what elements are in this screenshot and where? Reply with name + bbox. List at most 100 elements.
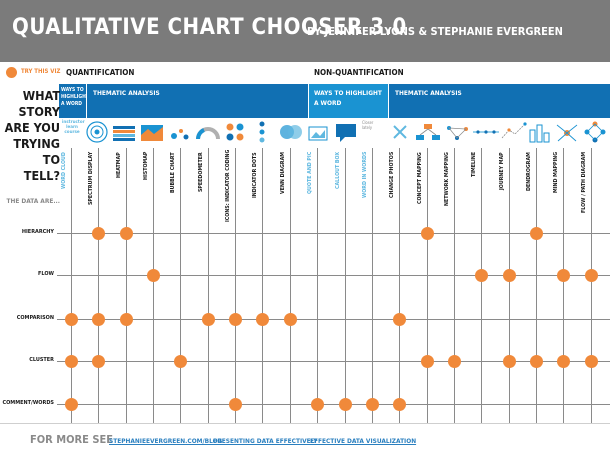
column-line [208,148,209,423]
column-label-text: CONCEPT MAPPING [417,152,423,204]
row-line [57,319,610,320]
callout-box-icon [336,124,356,142]
data-are-label: THE DATA ARE... [6,197,60,205]
try-this-legend: TRY THIS VIZ [6,67,64,80]
column-line [262,148,263,423]
column-label: SPECTRUM DISPLAY [88,152,98,222]
row-label: CLUSTER [29,357,54,363]
story-line: TELL? [23,168,60,183]
row-line [57,233,610,234]
recommendation-dot [530,227,543,240]
column-label-text: TIMELINE [471,152,477,178]
row-line [57,275,610,276]
column-label: CALLOUT BOX [335,152,345,222]
column-label-text: NETWORK MAPPING [444,152,450,206]
recommendation-dot [92,313,105,326]
recommendation-dot [92,227,105,240]
non-quantification-heading: NON-QUANTIFICATION [314,68,404,77]
column-line [509,148,510,423]
recommendation-dot [120,313,133,326]
quantification-heading: QUANTIFICATION [66,68,135,77]
word-cloud-icon: instructor learn course [62,120,85,135]
band-ways-quant: WAYS TO HIGHLIGHT A WORD [59,84,89,118]
band-ways-nonquant: WAYS TO HIGHLIGHT A WORD [309,84,388,118]
band-thematic-nonquant-label: THEMATIC ANALYSIS [395,89,462,97]
column-label: CHANGE PHOTOS [389,152,399,222]
recommendation-dot [503,355,516,368]
recommendation-dot [65,355,78,368]
column-line [536,148,537,423]
title-bar: QUALITATIVE CHART CHOOSER 3.0 BY JENNIFE… [0,0,610,62]
recommendation-dot [311,398,324,411]
recommendation-dot [421,227,434,240]
change-photos-icon [393,125,407,139]
page-title: QUALITATIVE CHART CHOOSER 3.0 [12,15,407,40]
column-label: JOURNEY MAP [499,152,509,222]
recommendation-dot [65,313,78,326]
column-label: TIMELINE [471,152,481,222]
column-line [153,148,154,423]
column-label-text: VENN DIAGRAM [280,152,286,195]
recommendation-dot [530,355,543,368]
try-this-label: TRY THIS VIZ [21,68,61,75]
timeline-icon [473,130,499,134]
column-label: VENN DIAGRAM [280,152,290,222]
column-label: MIND MAPPING [553,152,563,222]
heatmap-icon [113,126,135,141]
column-line [563,148,564,423]
column-label-text: DENDROGRAM [526,152,532,191]
story-line: ARE YOU [4,120,60,135]
column-label-text: SPECTRUM DISPLAY [88,152,94,206]
indicator-coding-icon [226,123,244,141]
band-thematic-nonquant: THEMATIC ANALYSIS [389,84,610,118]
flow-diagram-icon [584,121,606,143]
column-label: DENDROGRAM [526,152,536,222]
recommendation-dot [475,269,488,282]
journey-map-icon [501,122,527,139]
column-label: FLOW / PATH DIAGRAM [581,152,591,222]
recommendation-dot [585,269,598,282]
network-map-icon [447,126,468,140]
mind-map-icon [556,124,578,142]
blog-link[interactable]: STEPHANIEEVERGREEN.COM/BLOG [109,437,223,445]
recommendation-dot [393,313,406,326]
column-line [481,148,482,423]
dendrogram-icon [529,124,550,143]
column-label: ICONS: INDICATOR CODING [225,150,235,222]
column-label-text: WORD IN WORDS [362,152,368,199]
recommendation-dot [557,355,570,368]
recommendation-dot [147,269,160,282]
column-label-text: HEATMAP [116,152,122,178]
column-line [126,148,127,423]
story-line: WHAT [22,88,60,103]
column-label: QUOTE AND PIC [307,152,317,222]
column-label-text: JOURNEY MAP [499,152,505,190]
histomap-icon [141,125,163,141]
column-label-text: FLOW / PATH DIAGRAM [581,152,587,214]
data-visualization-link[interactable]: EFFECTIVE DATA VISUALIZATION [310,437,417,445]
story-line: TRYING TO [13,136,60,167]
recommendation-dot [503,269,516,282]
column-label-text: CALLOUT BOX [335,152,341,190]
column-label: BUBBLE CHART [170,152,180,222]
column-label-text: BUBBLE CHART [170,152,176,193]
recommendation-dot [557,269,570,282]
presenting-data-link[interactable]: PRESENTING DATA EFFECTIVELY [213,437,318,445]
column-label-text: INDICATOR DOTS [252,152,258,198]
recommendation-dot [366,398,379,411]
row-line [57,404,610,405]
row-label: FLOW [37,271,54,277]
recommendation-dot [202,313,215,326]
column-label: SPEEDOMETER [198,152,208,222]
band-ways-quant-label: WAYS TO HIGHLIGHT A WORD [61,87,89,107]
spectrum-display-icon [86,121,108,143]
column-label: WORD CLOUD [61,152,71,222]
recommendation-dot [421,355,434,368]
recommendation-dot [174,355,187,368]
row-label: COMMENT/WORDS [2,400,54,406]
row-label: HIERARCHY [21,229,54,235]
column-label-text: WORD CLOUD [61,152,67,189]
column-line [71,148,72,423]
speedometer-icon [196,127,220,140]
recommendation-dot [339,398,352,411]
